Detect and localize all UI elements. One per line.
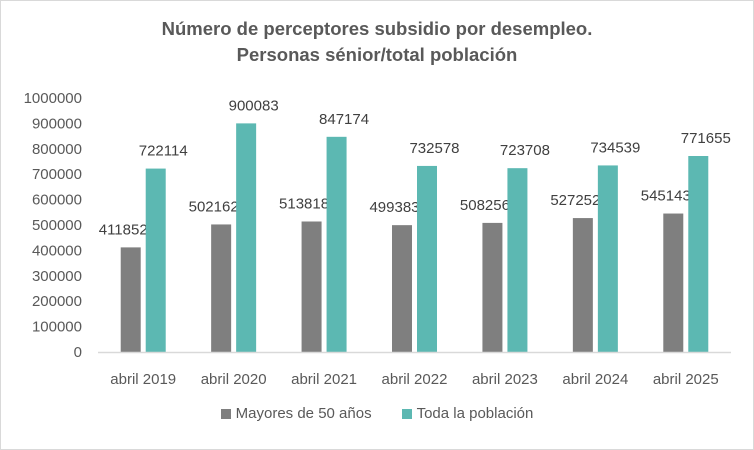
data-label: 900083 (229, 97, 279, 114)
bar-toda (417, 165, 437, 352)
y-tick-label: 200000 (32, 293, 82, 310)
x-tick-label: abril 2022 (382, 371, 448, 388)
data-label: 732578 (409, 140, 459, 157)
data-label: 723708 (500, 142, 550, 159)
legend-label-toda: Toda la población (416, 405, 534, 422)
data-label: 502162 (189, 198, 239, 215)
data-label: 513818 (279, 195, 329, 212)
bar-mayores (301, 221, 322, 352)
data-label: 771655 (681, 130, 731, 147)
y-tick-label: 300000 (32, 268, 82, 285)
bar-toda (326, 136, 347, 352)
bar-mayores (663, 213, 684, 352)
x-tick-label: abril 2024 (562, 371, 628, 388)
bar-mayores (482, 222, 503, 352)
y-tick-label: 500000 (32, 217, 82, 234)
data-label: 722114 (139, 143, 188, 160)
x-tick-label: abril 2023 (472, 371, 538, 388)
y-tick-label: 1000000 (24, 90, 82, 107)
x-tick-label: abril 2021 (291, 371, 357, 388)
bar-toda (507, 168, 528, 352)
data-label: 847174 (319, 111, 369, 128)
x-tick-label: abril 2025 (653, 371, 719, 388)
legend-swatch-mayores (220, 408, 231, 419)
legend-item-toda: Toda la población (401, 405, 534, 422)
bar-toda (688, 155, 709, 352)
chart-title-line2: Personas sénior/total población (236, 44, 518, 65)
data-label: 499383 (369, 199, 419, 216)
x-tick-label: abril 2019 (110, 371, 176, 388)
y-tick-label: 900000 (32, 115, 82, 132)
bar-mayores (572, 218, 593, 352)
legend-label-mayores: Mayores de 50 años (235, 405, 372, 422)
legend-swatch-toda (401, 408, 412, 419)
bar-mayores (120, 247, 141, 352)
chart-title: Número de perceptores subsidio por desem… (0, 16, 754, 68)
bar-toda (597, 165, 618, 352)
y-tick-label: 600000 (32, 192, 82, 209)
data-label: 734539 (590, 139, 640, 156)
data-label: 411852 (99, 221, 148, 238)
y-tick-label: 0 (74, 344, 82, 361)
x-tick-label: abril 2020 (201, 371, 267, 388)
bar-toda (145, 168, 166, 352)
legend: Mayores de 50 años Toda la población (0, 405, 754, 422)
bar-toda (236, 123, 257, 352)
bar-mayores (211, 224, 232, 352)
y-tick-label: 100000 (32, 319, 82, 336)
chart-title-line1: Número de perceptores subsidio por desem… (161, 18, 593, 39)
data-label: 545143 (641, 188, 691, 205)
data-label: 508256 (460, 197, 510, 214)
legend-item-mayores: Mayores de 50 años (220, 405, 372, 422)
y-tick-label: 800000 (32, 141, 82, 158)
y-tick-label: 400000 (32, 242, 82, 259)
y-tick-label: 700000 (32, 166, 82, 183)
data-label: 527252 (550, 192, 600, 209)
bar-mayores (392, 225, 412, 352)
